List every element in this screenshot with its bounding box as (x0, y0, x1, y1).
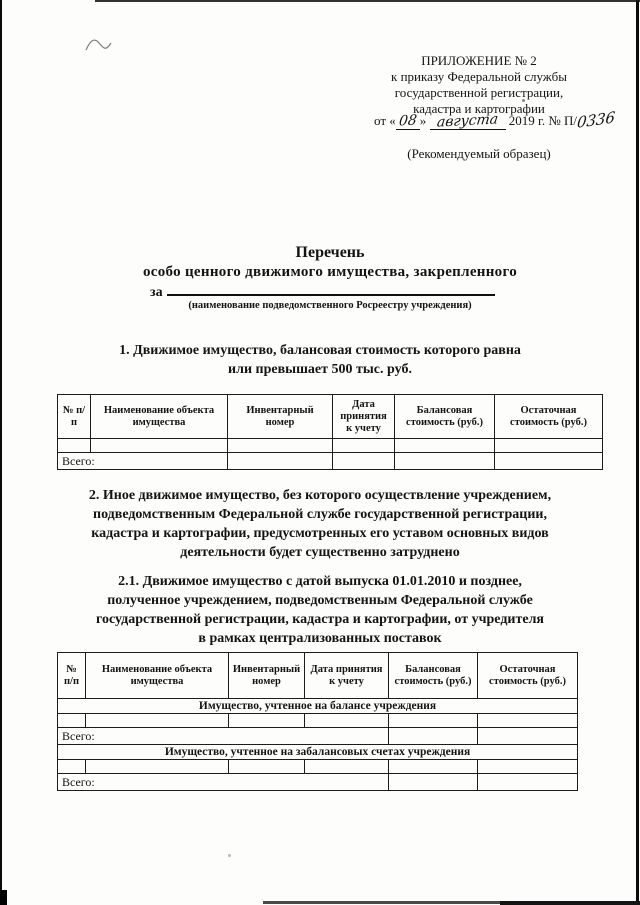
subsection-on-balance: Имущество, учтенное на балансе учреждени… (57, 698, 578, 714)
section-2-1-heading-line: государственной регистрации, кадастра и … (96, 612, 544, 627)
table-row: Всего: (57, 727, 578, 745)
empty-cell (388, 759, 478, 774)
col-header-accounting-date: Дата принятия к учету (304, 652, 389, 699)
empty-cell (57, 759, 86, 774)
col-header-residual-value: Остаточная стоимость (руб.) (494, 394, 603, 439)
table-centralized-supply-property: № п/п Наименование объекта имущества Инв… (57, 652, 578, 791)
col-header-object-name: Наименование объекта имущества (85, 652, 229, 699)
empty-cell (477, 773, 578, 791)
empty-cell (388, 773, 478, 791)
empty-cell (57, 438, 91, 453)
section-2-heading-line: подведомственным Федеральной службе госу… (93, 507, 547, 522)
scan-speck (522, 99, 525, 102)
empty-cell (90, 438, 228, 453)
handwritten-day: 08 (397, 112, 418, 130)
empty-cell (477, 759, 578, 774)
section-2-1-heading-line: 2.1. Движимое имущество с датой выпуска … (118, 574, 522, 589)
scan-right-edge (636, 0, 639, 905)
scan-top-edge (95, 0, 640, 2)
document-title: Перечень (295, 244, 365, 261)
table-row: № п/п Наименование объекта имущества Инв… (57, 652, 578, 699)
table-row: Всего: (57, 452, 603, 470)
appendix-number: ПРИЛОЖЕНИЕ № 2 (421, 53, 537, 68)
handwritten-month: августа (435, 111, 500, 131)
total-label: Всего: (57, 727, 389, 745)
appendix-line: кадастра и картографии (413, 101, 545, 116)
table-row (57, 713, 578, 728)
empty-cell (494, 438, 603, 453)
section-2-heading-line: 2. Иное движимое имущество, без которого… (88, 488, 552, 503)
total-label: Всего: (57, 452, 228, 470)
col-header-object-name: Наименование объекта имущества (90, 394, 228, 439)
date-close-quote: » (419, 113, 427, 128)
section-2-1-heading-line: в рамках централизованных поставок (198, 631, 442, 646)
institution-name-caption: (наименование подведомственного Росреест… (188, 300, 472, 311)
empty-cell (227, 452, 333, 470)
scan-bottom-edge (263, 901, 640, 904)
scan-speck (228, 854, 231, 857)
institution-name-blank (166, 281, 495, 296)
section-1-heading-line: 1. Движимое имущество, балансовая стоимо… (119, 343, 521, 358)
total-label: Всего: (57, 773, 389, 791)
col-header-inventory-number: Инвентарный номер (227, 394, 333, 439)
table-row: № п/п Наименование объекта имущества Инв… (57, 394, 603, 439)
date-suffix: 2019 г. № П/ (508, 113, 578, 128)
empty-cell (304, 759, 389, 774)
section-2-heading-line: деятельности будет существенно затруднен… (180, 545, 460, 560)
scan-left-edge (0, 0, 2, 905)
pen-squiggle-mark (85, 39, 112, 51)
assigned-to-line: за (150, 281, 495, 301)
scan-bottom-edge-dark (500, 901, 640, 905)
section-2-1-heading-line: полученное учреждением, подведомственным… (107, 593, 533, 608)
col-header-number: № п/п (57, 652, 86, 699)
empty-cell (57, 713, 86, 728)
empty-cell (228, 713, 305, 728)
empty-cell (304, 713, 389, 728)
col-header-balance-value: Балансовая стоимость (руб.) (388, 652, 478, 699)
section-2-heading-line: кадастра и картографии, предусмотренных … (91, 526, 549, 541)
document-title-line2: особо ценного движимого имущества, закре… (142, 264, 518, 280)
handwritten-day-field: 08 (395, 112, 420, 130)
col-header-residual-value: Остаточная стоимость (руб.) (477, 652, 578, 699)
assigned-to-label: за (150, 285, 163, 300)
handwritten-month-field: августа (429, 111, 506, 131)
empty-cell (332, 452, 395, 470)
table-property-over-500k: № п/п Наименование объекта имущества Инв… (57, 394, 603, 470)
table-row: Имущество, учтенное на забалансовых счет… (57, 744, 578, 760)
empty-cell (85, 759, 229, 774)
col-header-number: № п/п (57, 394, 91, 439)
empty-cell (477, 727, 578, 745)
col-header-inventory-number: Инвентарный номер (228, 652, 305, 699)
section-1-heading-line: или превышает 500 тыс. руб. (228, 362, 412, 377)
recommended-sample-note: (Рекомендуемый образец) (407, 146, 551, 161)
table-row: Имущество, учтенное на балансе учреждени… (57, 698, 578, 714)
appendix-line: государственной регистрации, (394, 85, 564, 100)
empty-cell (332, 438, 395, 453)
handwritten-order-number: 0336 (576, 108, 617, 132)
appendix-header: ПРИЛОЖЕНИЕ № 2 к приказу Федеральной слу… (348, 53, 610, 117)
table-row (57, 438, 603, 453)
date-prefix: от « (374, 113, 396, 128)
appendix-line: к приказу Федеральной службы (391, 69, 567, 84)
col-header-accounting-date: Дата принятия к учету (332, 394, 395, 439)
empty-cell (477, 713, 578, 728)
order-date-line: от «08» августа 2019 г. № П/0336 (374, 108, 617, 132)
table-row (57, 759, 578, 774)
empty-cell (388, 727, 478, 745)
empty-cell (85, 713, 229, 728)
table-row: Всего: (57, 773, 578, 791)
empty-cell (227, 438, 333, 453)
scan-corner-blob (0, 890, 7, 905)
section-1-heading: 1. Движимое имущество, балансовая стоимо… (30, 341, 610, 379)
empty-cell (494, 452, 603, 470)
subsection-off-balance: Имущество, учтенное на забалансовых счет… (57, 744, 578, 760)
empty-cell (228, 759, 305, 774)
col-header-balance-value: Балансовая стоимость (руб.) (394, 394, 495, 439)
empty-cell (394, 452, 495, 470)
empty-cell (388, 713, 478, 728)
section-2-1-heading: 2.1. Движимое имущество с датой выпуска … (30, 572, 610, 648)
empty-cell (394, 438, 495, 453)
section-2-heading: 2. Иное движимое имущество, без которого… (30, 486, 610, 562)
